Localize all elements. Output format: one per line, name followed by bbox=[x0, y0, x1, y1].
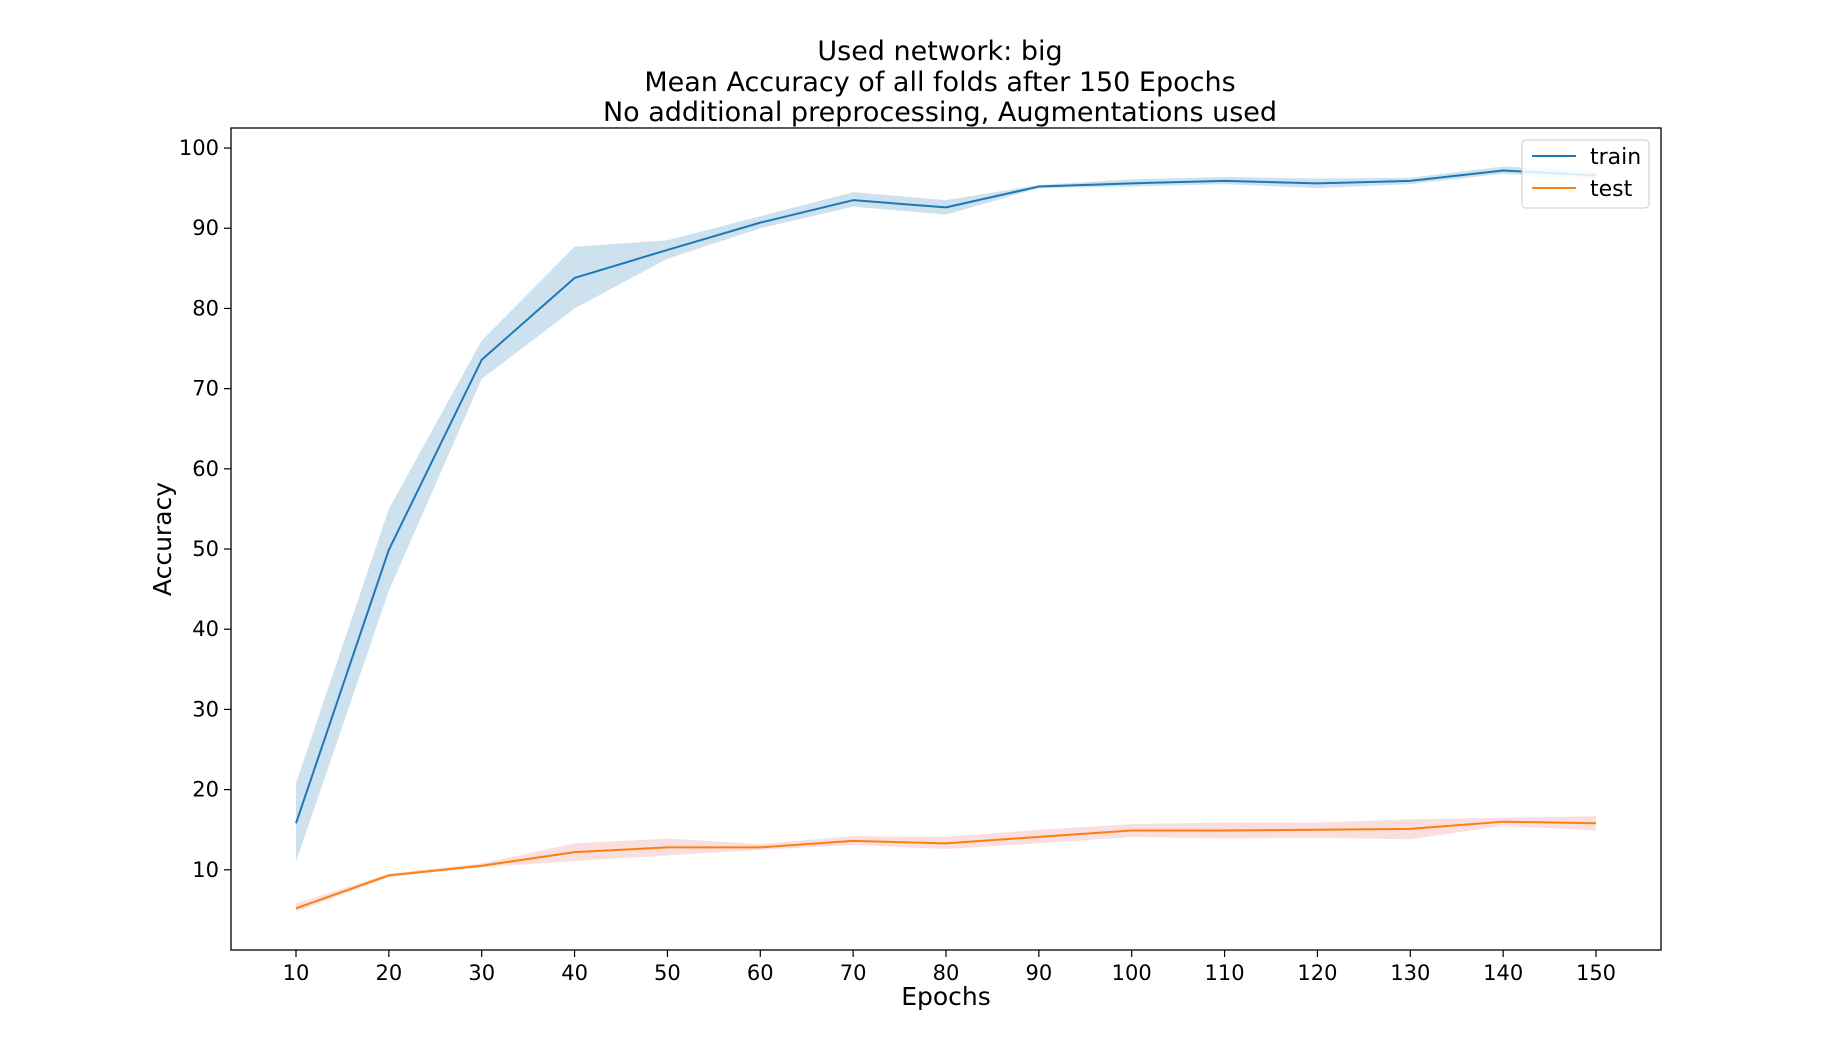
x-tick-label: 80 bbox=[933, 961, 960, 985]
x-tick-label: 60 bbox=[747, 961, 774, 985]
x-tick-label: 120 bbox=[1297, 961, 1337, 985]
x-tick-label: 10 bbox=[283, 961, 310, 985]
x-tick-label: 130 bbox=[1390, 961, 1430, 985]
x-tick-label: 20 bbox=[375, 961, 402, 985]
x-axis-label: Epochs bbox=[901, 982, 991, 1011]
x-axis-ticks: 10 20 30 40 50 60 70 80 90 100 110 120 130 140 150 bbox=[283, 950, 1616, 985]
title-line-2: Mean Accuracy of all folds after 150 Epo… bbox=[644, 67, 1235, 98]
legend-label-train: train bbox=[1590, 145, 1641, 170]
x-tick-label: 90 bbox=[1025, 961, 1052, 985]
x-tick-label: 70 bbox=[840, 961, 867, 985]
y-tick-label: 80 bbox=[192, 296, 219, 320]
x-tick-label: 100 bbox=[1112, 961, 1152, 985]
title-line-1: Used network: big bbox=[817, 36, 1062, 67]
y-tick-label: 50 bbox=[192, 537, 219, 561]
y-tick-label: 70 bbox=[192, 377, 219, 401]
y-axis-ticks: 10 20 30 40 50 60 70 80 90 100 bbox=[179, 136, 231, 882]
x-tick-label: 150 bbox=[1576, 961, 1616, 985]
x-tick-label: 40 bbox=[561, 961, 588, 985]
y-tick-label: 90 bbox=[192, 216, 219, 240]
legend: train test bbox=[1521, 139, 1650, 209]
y-tick-label: 20 bbox=[192, 778, 219, 802]
x-tick-label: 110 bbox=[1205, 961, 1245, 985]
y-tick-label: 100 bbox=[179, 136, 219, 160]
line-train bbox=[295, 169, 1597, 824]
y-tick-label: 40 bbox=[192, 617, 219, 641]
series-lines bbox=[295, 169, 1597, 910]
y-tick-label: 10 bbox=[192, 858, 219, 882]
x-tick-label: 140 bbox=[1483, 961, 1523, 985]
x-tick-label: 50 bbox=[654, 961, 681, 985]
plot-frame bbox=[230, 127, 1662, 951]
chart-title: Used network: big Mean Accuracy of all f… bbox=[603, 36, 1277, 128]
x-tick-label: 30 bbox=[468, 961, 495, 985]
y-tick-label: 30 bbox=[192, 697, 219, 721]
y-tick-label: 60 bbox=[192, 457, 219, 481]
legend-label-test: test bbox=[1590, 177, 1633, 202]
confidence-bands bbox=[296, 166, 1596, 912]
band-test bbox=[296, 816, 1596, 912]
line-test bbox=[295, 820, 1597, 910]
y-axis-label: Accuracy bbox=[148, 482, 177, 596]
title-line-3: No additional preprocessing, Augmentatio… bbox=[603, 97, 1277, 128]
